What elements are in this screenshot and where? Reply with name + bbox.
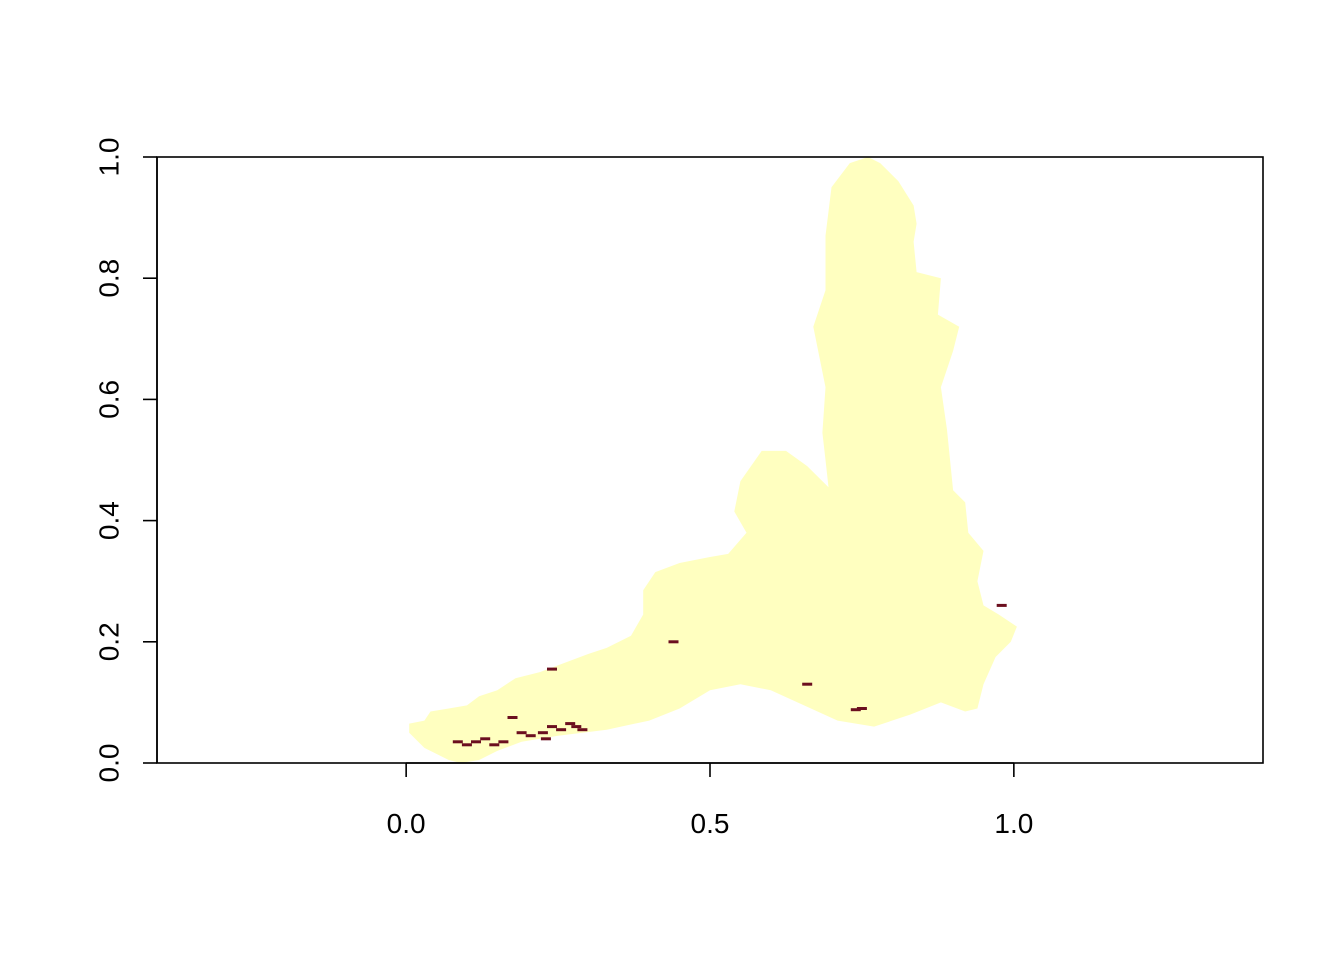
highlight-cell [461, 743, 472, 747]
x-tick-label: 0.0 [387, 808, 426, 839]
x-axis: 0.0 0.5 1.0 [387, 762, 1033, 839]
y-tick-label: 0.6 [94, 380, 125, 419]
highlight-cell [668, 640, 679, 644]
highlight-cell [547, 725, 557, 729]
highlight-cell [577, 728, 588, 732]
highlight-cell [556, 728, 567, 732]
highlight-cell [452, 740, 463, 744]
x-tick-label: 1.0 [994, 808, 1033, 839]
highlight-cell [498, 740, 509, 744]
x-tick-label: 0.5 [691, 808, 730, 839]
y-tick-label: 0.2 [94, 622, 125, 661]
highlight-cell [516, 731, 527, 735]
y-tick-label: 0.0 [94, 744, 125, 783]
highlight-cell [996, 603, 1007, 607]
y-tick-label: 0.4 [94, 501, 125, 540]
highlight-cell [856, 707, 867, 710]
highlight-cell [571, 725, 582, 729]
highlight-cell [489, 743, 500, 747]
highlight-cell [540, 737, 551, 741]
highlight-cell [802, 682, 813, 686]
highlight-layer [452, 603, 1007, 747]
region-shape [409, 157, 1017, 763]
highlight-cell [507, 716, 518, 719]
highlight-cell [565, 722, 576, 726]
y-axis: 0.0 0.2 0.4 0.6 0.8 1.0 [94, 138, 158, 783]
region-layer [409, 157, 1017, 763]
highlight-cell [537, 731, 548, 735]
highlight-cell [480, 737, 491, 741]
highlight-cell [471, 740, 481, 744]
highlight-cell [850, 708, 861, 712]
y-tick-label: 0.8 [94, 259, 125, 298]
highlight-cell [547, 667, 557, 671]
highlight-cell [525, 734, 536, 738]
y-tick-label: 1.0 [94, 138, 125, 177]
